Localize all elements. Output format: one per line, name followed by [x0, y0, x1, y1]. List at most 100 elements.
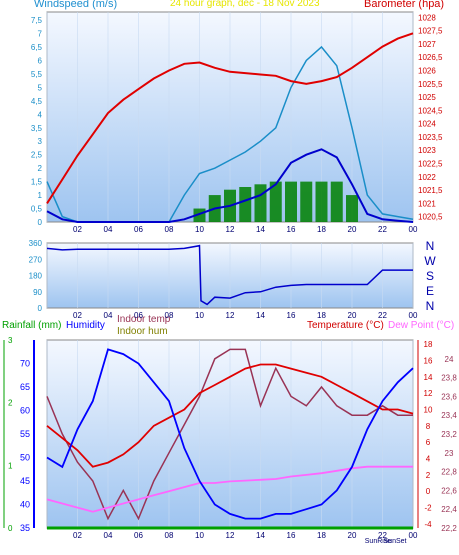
windspeed-tick: 2 — [38, 164, 43, 173]
gust-bar — [330, 181, 343, 222]
temperature-x-tick: 18 — [317, 531, 326, 540]
compass-label: S — [426, 269, 434, 283]
compass-label: N — [426, 239, 435, 253]
windspeed-tick: 1,5 — [31, 178, 43, 187]
temperature-x-tick: 14 — [256, 531, 265, 540]
temperature-tick: 8 — [426, 422, 431, 431]
average-speed-line — [46, 148, 414, 223]
rain-tick: 0 — [8, 524, 13, 533]
compass-label: N — [426, 299, 435, 313]
wind-x-tick: 18 — [317, 225, 326, 234]
indoor-hum-legend: Indoor hum — [117, 326, 168, 337]
humidity-tick: 35 — [20, 523, 30, 533]
wind-x-tick: 22 — [378, 225, 387, 234]
barometer-tick: 1022 — [418, 173, 436, 182]
humidity-tick: 65 — [20, 382, 30, 392]
barometer-tick: 1025,5 — [418, 80, 443, 89]
temperature-tick: -2 — [424, 504, 432, 513]
temperature-tick: 0 — [426, 487, 431, 496]
direction-tick: 270 — [29, 255, 43, 264]
gust-bar — [346, 195, 358, 222]
temperature-x-tick: 00 — [409, 531, 418, 540]
compass-label: W — [424, 254, 436, 268]
windspeed-tick: 6 — [38, 56, 43, 65]
indoor-temp-tick: 22,6 — [441, 486, 457, 495]
wind-x-tick: 02 — [73, 225, 82, 234]
direction-x-tick: 20 — [348, 311, 357, 320]
direction-x-tick: 02 — [73, 311, 82, 320]
barometer-tick: 1023 — [418, 146, 436, 155]
direction-x-tick: 22 — [378, 311, 387, 320]
direction-x-tick: 08 — [165, 311, 174, 320]
rain-tick: 3 — [8, 336, 13, 345]
wind-x-tick: 00 — [409, 225, 418, 234]
wind-x-tick: 04 — [104, 225, 113, 234]
graph-period-title: 24 hour graph, dec - 18 Nov 2023 — [170, 0, 320, 9]
temperature-tick: 6 — [426, 438, 431, 447]
direction-x-tick: 12 — [226, 311, 235, 320]
humidity-legend: Humidity — [66, 320, 105, 331]
temperature-tick: 12 — [424, 389, 433, 398]
temperature-x-tick: 10 — [195, 531, 204, 540]
direction-x-tick: 10 — [195, 311, 204, 320]
barometer-tick: 1027,5 — [418, 27, 443, 36]
direction-x-tick: 00 — [409, 311, 418, 320]
barometer-tick: 1024 — [418, 120, 436, 129]
indoor-temp-tick: 23,4 — [441, 411, 457, 420]
rain-tick: 2 — [8, 399, 13, 408]
direction-x-tick: 14 — [256, 311, 265, 320]
temperature-x-tick: 06 — [134, 531, 143, 540]
windspeed-tick: 7 — [38, 30, 43, 39]
temperature-tick: 4 — [426, 455, 431, 464]
wind-x-tick: 10 — [195, 225, 204, 234]
indoor-temp-tick: 22,2 — [441, 524, 457, 533]
barometer-tick: 1028 — [418, 13, 436, 22]
temperature-tick: 14 — [424, 373, 433, 382]
humidity-tick: 55 — [20, 429, 30, 439]
barometer-tick: 1024,5 — [418, 106, 443, 115]
barometer-tick: 1020,5 — [418, 213, 443, 222]
windspeed-tick: 1 — [38, 191, 43, 200]
windspeed-tick: 7,5 — [31, 16, 43, 25]
barometer-tick: 1025 — [418, 93, 436, 102]
indoor-temp-legend: Indoor temp — [117, 314, 171, 325]
temperature-tick: -4 — [424, 520, 432, 529]
windspeed-tick: 4 — [38, 110, 43, 119]
humidity-tick: 45 — [20, 476, 30, 486]
rainfall-legend: Rainfall (mm) — [2, 320, 62, 331]
wind-x-tick: 20 — [348, 225, 357, 234]
temperature-x-tick: 02 — [73, 531, 82, 540]
compass-label: E — [426, 284, 434, 298]
direction-x-tick: 18 — [317, 311, 326, 320]
wind-x-tick: 06 — [134, 225, 143, 234]
direction-x-tick: 04 — [104, 311, 113, 320]
sunrise-label: SunRise — [365, 538, 392, 545]
windspeed-tick: 2,5 — [31, 151, 43, 160]
sunset-label: SunSet — [384, 538, 407, 545]
indoor-temp-tick: 23,2 — [441, 430, 457, 439]
temperature-tick: 16 — [424, 356, 433, 365]
windspeed-tick: 0,5 — [31, 205, 43, 214]
temperature-legend: Temperature (°C) — [307, 320, 384, 331]
windspeed-tick: 5 — [38, 83, 43, 92]
temperature-tick: 10 — [424, 405, 433, 414]
indoor-temp-tick: 24 — [445, 355, 454, 364]
gust-bar — [254, 184, 267, 222]
temperature-tick: 2 — [426, 471, 431, 480]
direction-x-tick: 16 — [287, 311, 296, 320]
humidity-tick: 40 — [20, 500, 30, 510]
temperature-line — [46, 363, 414, 468]
gust-bar — [239, 187, 252, 222]
gust-bar — [285, 181, 297, 222]
temperature-x-tick: 12 — [226, 531, 235, 540]
wind-direction-line — [46, 244, 413, 306]
gust-bar — [300, 181, 313, 222]
temperature-x-tick: 22 — [378, 531, 387, 540]
barometer-tick: 1026 — [418, 66, 436, 75]
windspeed-axis-title: Windspeed (m/s) — [34, 0, 118, 10]
wind-x-tick: 12 — [226, 225, 235, 234]
wind-x-tick: 14 — [256, 225, 265, 234]
gust-bar — [269, 181, 282, 222]
